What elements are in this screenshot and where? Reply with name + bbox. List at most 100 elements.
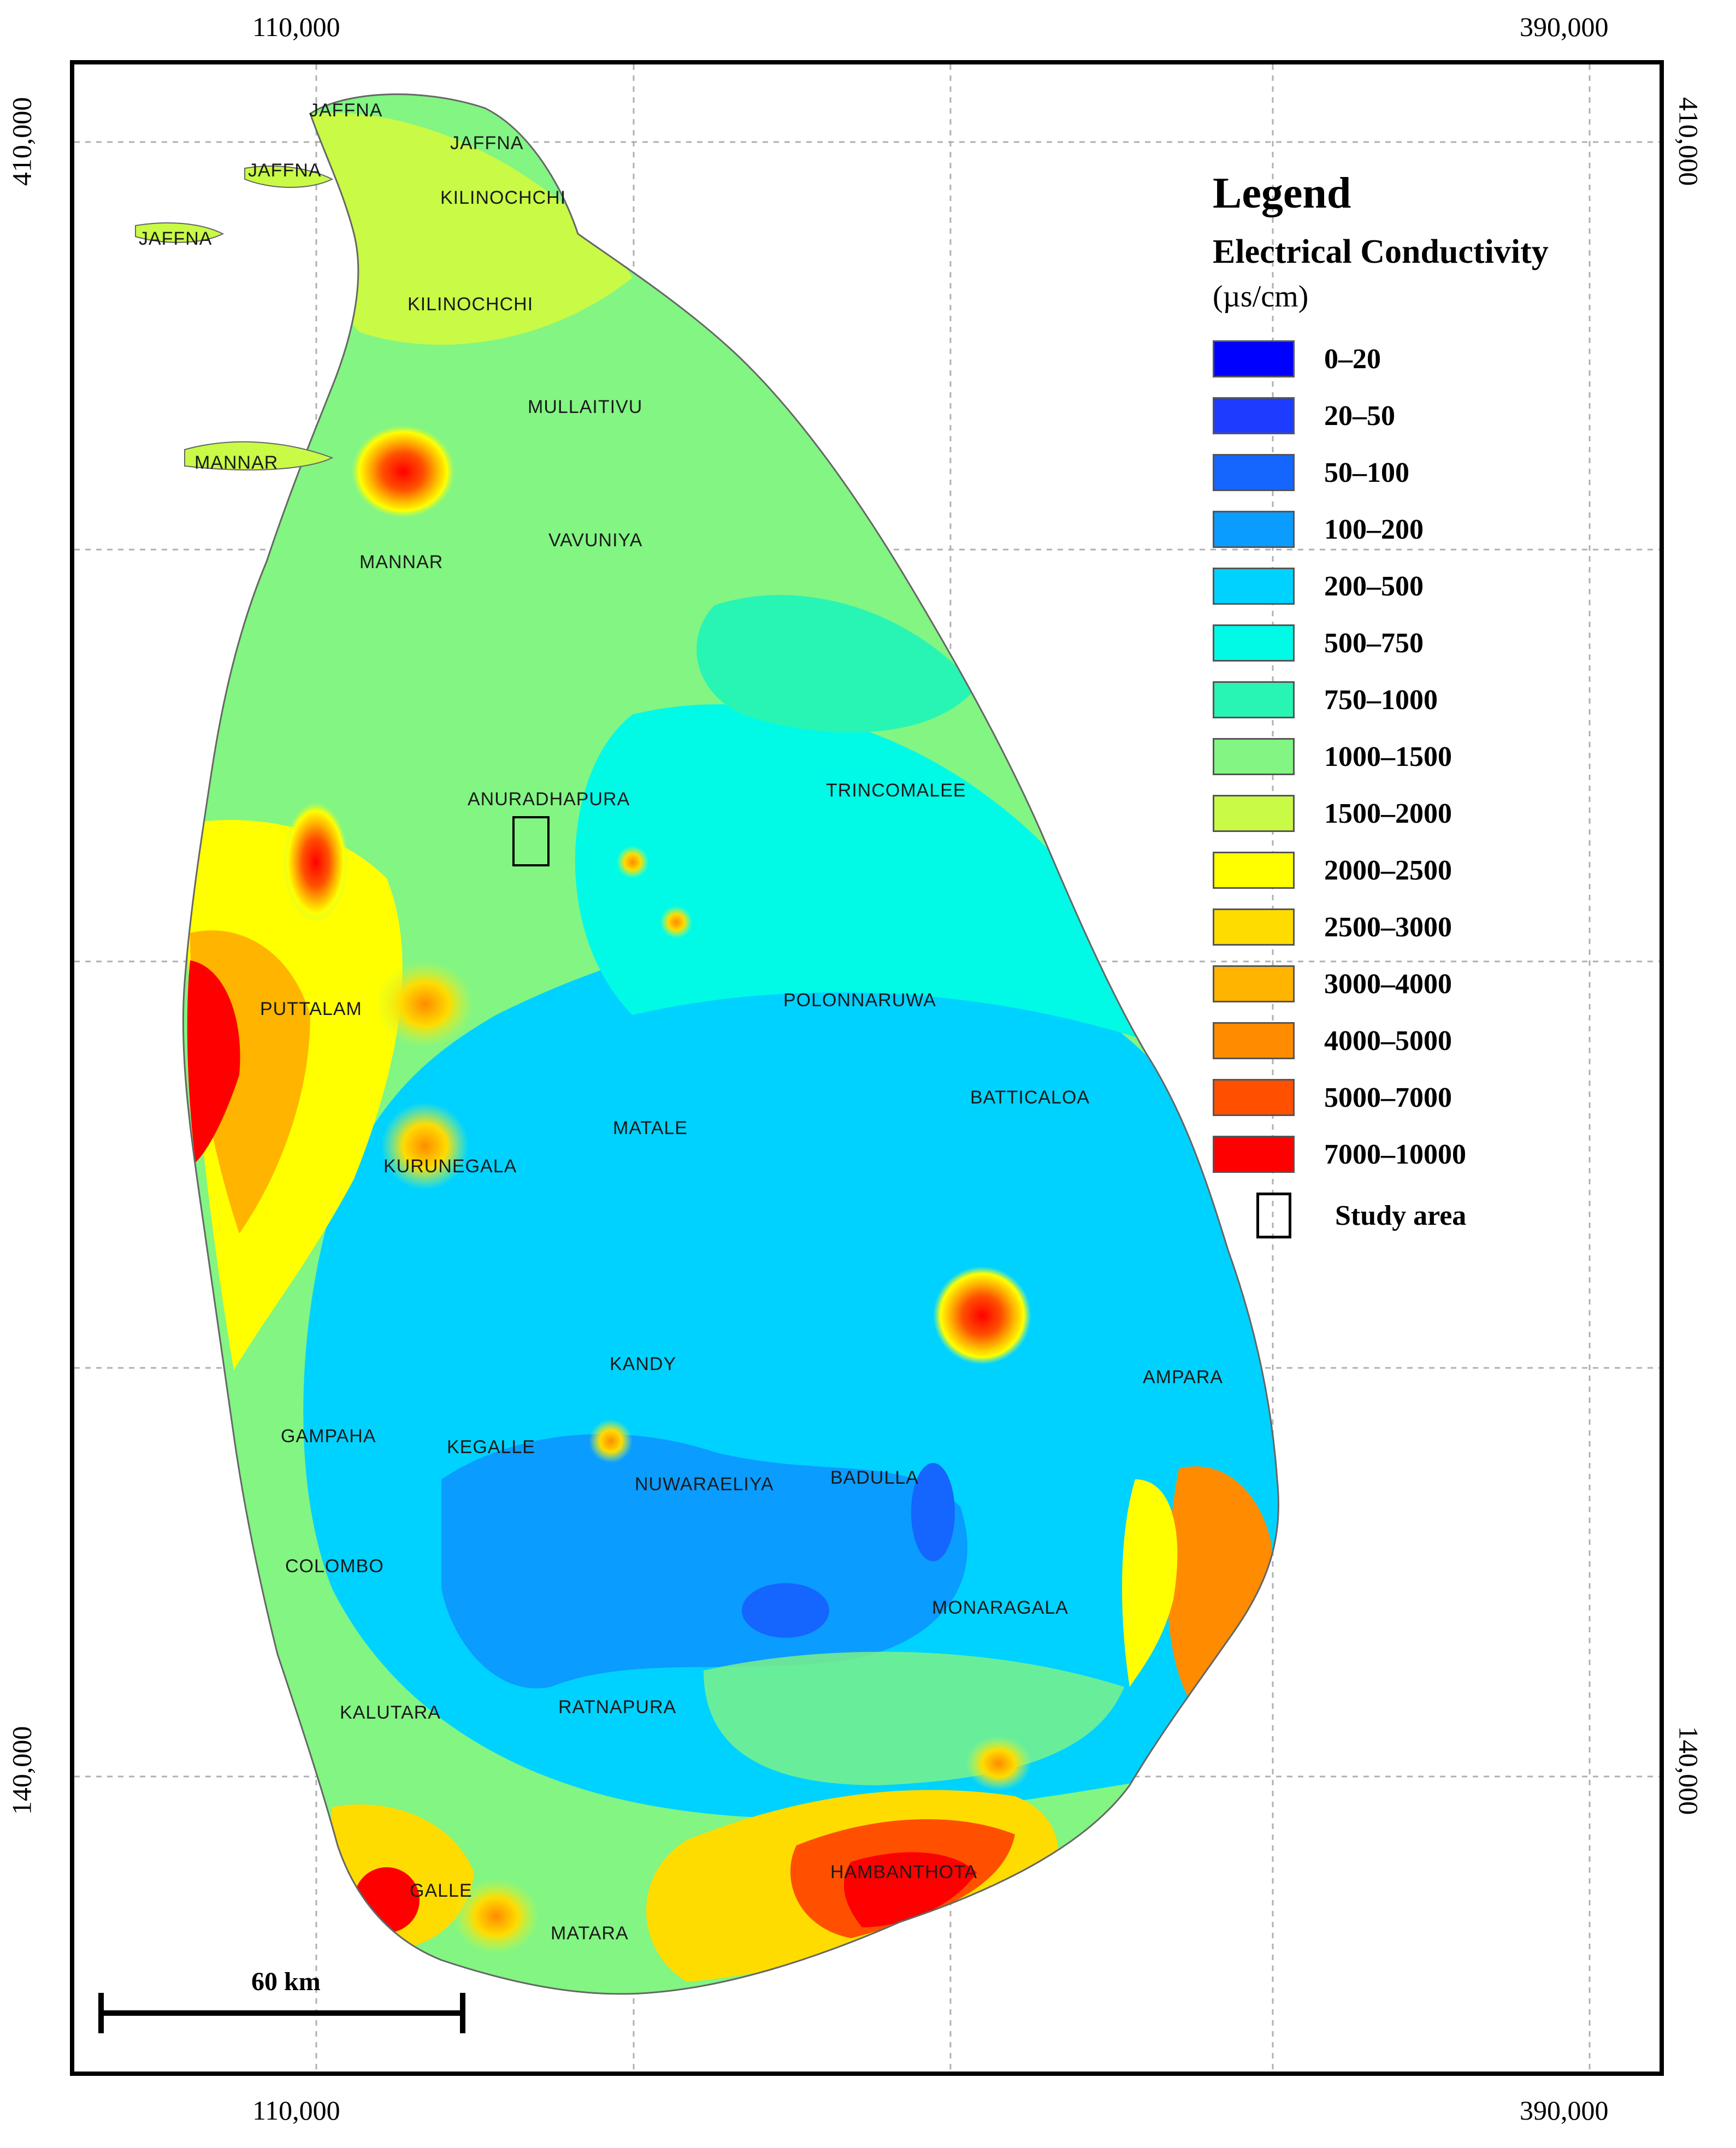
legend-swatch [1213, 908, 1295, 946]
district-label-kilinochchi: KILINOCHCHI [408, 294, 534, 315]
left-bottom-northing-label: 140,000 [6, 1726, 37, 1815]
legend-item-label: 1500–2000 [1324, 798, 1452, 829]
legend-swatch [1213, 1022, 1295, 1059]
legend-item: 200–500 [1213, 558, 1650, 615]
study-area-box [512, 816, 550, 866]
top-left-easting-label: 110,000 [252, 11, 340, 42]
scale-tick-right [460, 1993, 465, 2033]
legend-swatch [1213, 965, 1295, 1002]
district-label-gampaha: GAMPAHA [281, 1426, 376, 1447]
legend-title: Legend [1213, 169, 1351, 217]
district-label-badulla: BADULLA [830, 1467, 919, 1488]
legend-item: 50–100 [1213, 444, 1650, 501]
legend-swatch [1213, 795, 1295, 832]
district-label-matale: MATALE [613, 1118, 688, 1138]
district-label-jaffna: JAFFNA [248, 160, 322, 181]
conductivity-map [74, 64, 1660, 2072]
legend-item: 20–50 [1213, 387, 1650, 444]
legend-swatch [1213, 624, 1295, 662]
legend-items: 0–20 20–50 50–100 100–200 200–500 500–750 750–… [1213, 331, 1650, 1183]
district-label-jaffna: JAFFNA [139, 228, 212, 249]
district-label-polonnaruwa: POLONNARUWA [783, 990, 936, 1011]
bottom-left-easting-label: 110,000 [252, 2095, 340, 2126]
district-label-hambanthota: HAMBANTHOTA [830, 1862, 978, 1883]
map-frame: JAFFNA JAFFNA JAFFNA JAFFNA KILINOCHCHI … [70, 60, 1664, 2076]
study-area-swatch [1256, 1193, 1291, 1238]
legend-subtitle: Electrical Conductivity [1213, 233, 1549, 270]
district-label-nuwaraeliya: NUWARAELIYA [635, 1474, 774, 1495]
legend-item: 750–1000 [1213, 671, 1650, 728]
legend-item-label: 7000–10000 [1324, 1138, 1466, 1170]
legend-item-label: 2000–2500 [1324, 854, 1452, 886]
scale-tick-left [98, 1993, 104, 2033]
district-label-ratnapura: RATNAPURA [558, 1697, 677, 1718]
district-label-jaffna: JAFFNA [450, 133, 524, 154]
district-label-mullaitivu: MULLAITIVU [528, 397, 643, 417]
district-label-trincomalee: TRINCOMALEE [826, 780, 966, 801]
district-label-batticaloa: BATTICALOA [970, 1087, 1090, 1108]
legend-item: 2500–3000 [1213, 899, 1650, 955]
legend-item-label: 4000–5000 [1324, 1025, 1452, 1057]
district-label-anuradhapura: ANURADHAPURA [468, 789, 630, 810]
district-label-mannar: MANNAR [194, 452, 279, 473]
legend-swatch [1213, 1136, 1295, 1173]
legend-swatch [1213, 568, 1295, 605]
legend-unit: (µs/cm) [1213, 280, 1309, 314]
district-label-kandy: KANDY [610, 1354, 677, 1374]
legend-item: 500–750 [1213, 615, 1650, 671]
legend-item-label: 200–500 [1324, 570, 1424, 602]
legend-item: 5000–7000 [1213, 1069, 1650, 1126]
legend-item: 100–200 [1213, 501, 1650, 558]
scale-bar: 60 km [98, 1967, 465, 2033]
legend-swatch [1213, 397, 1295, 434]
study-area-label: Study area [1335, 1200, 1467, 1231]
scale-label: 60 km [251, 1967, 321, 1996]
legend-swatch [1213, 340, 1295, 377]
legend-item-label: 500–750 [1324, 627, 1424, 659]
legend-item-label: 50–100 [1324, 457, 1409, 488]
legend-item-label: 100–200 [1324, 514, 1424, 545]
legend-item-label: 1000–1500 [1324, 741, 1452, 772]
legend-item-label: 750–1000 [1324, 684, 1438, 716]
legend-item-label: 3000–4000 [1324, 968, 1452, 1000]
legend-swatch [1213, 738, 1295, 775]
district-label-kegalle: KEGALLE [447, 1437, 535, 1457]
left-top-northing-label: 410,000 [6, 97, 37, 186]
district-label-colombo: COLOMBO [285, 1556, 384, 1577]
legend-swatch [1213, 511, 1295, 548]
legend-item-label: 20–50 [1324, 400, 1395, 432]
district-label-ampara: AMPARA [1143, 1367, 1224, 1388]
district-label-jaffna: JAFFNA [309, 100, 383, 121]
legend-item: 0–20 [1213, 331, 1650, 387]
scale-line [98, 2010, 465, 2016]
legend-swatch [1213, 681, 1295, 718]
legend-study-area: Study area [1213, 1187, 1650, 1244]
bottom-right-easting-label: 390,000 [1520, 2095, 1609, 2126]
district-label-kilinochchi: KILINOCHCHI [440, 187, 566, 208]
legend: Legend Electrical Conductivity (µs/cm) 0… [1213, 169, 1650, 1244]
legend-item: 3000–4000 [1213, 955, 1650, 1012]
right-top-northing-label: 410,000 [1673, 97, 1704, 186]
legend-item: 1500–2000 [1213, 785, 1650, 842]
legend-swatch [1213, 1079, 1295, 1116]
top-right-easting-label: 390,000 [1520, 11, 1609, 42]
legend-item: 2000–2500 [1213, 842, 1650, 899]
legend-swatch [1213, 852, 1295, 889]
legend-item: 4000–5000 [1213, 1012, 1650, 1069]
district-label-puttalam: PUTTALAM [260, 999, 362, 1019]
district-label-kalutara: KALUTARA [340, 1702, 441, 1723]
district-label-mannar: MANNAR [359, 552, 444, 573]
district-label-monaragala: MONARAGALA [932, 1597, 1068, 1618]
district-label-galle: GALLE [410, 1880, 473, 1901]
legend-item: 1000–1500 [1213, 728, 1650, 785]
small-islands [135, 166, 334, 471]
legend-item: 7000–10000 [1213, 1126, 1650, 1183]
legend-item-label: 2500–3000 [1324, 911, 1452, 943]
district-label-kurunegala: KURUNEGALA [383, 1156, 517, 1177]
district-label-vavuniya: VAVUNIYA [548, 530, 643, 551]
legend-swatch [1213, 454, 1295, 491]
legend-item-label: 5000–7000 [1324, 1082, 1452, 1113]
right-bottom-northing-label: 140,000 [1673, 1726, 1704, 1815]
legend-item-label: 0–20 [1324, 343, 1381, 375]
